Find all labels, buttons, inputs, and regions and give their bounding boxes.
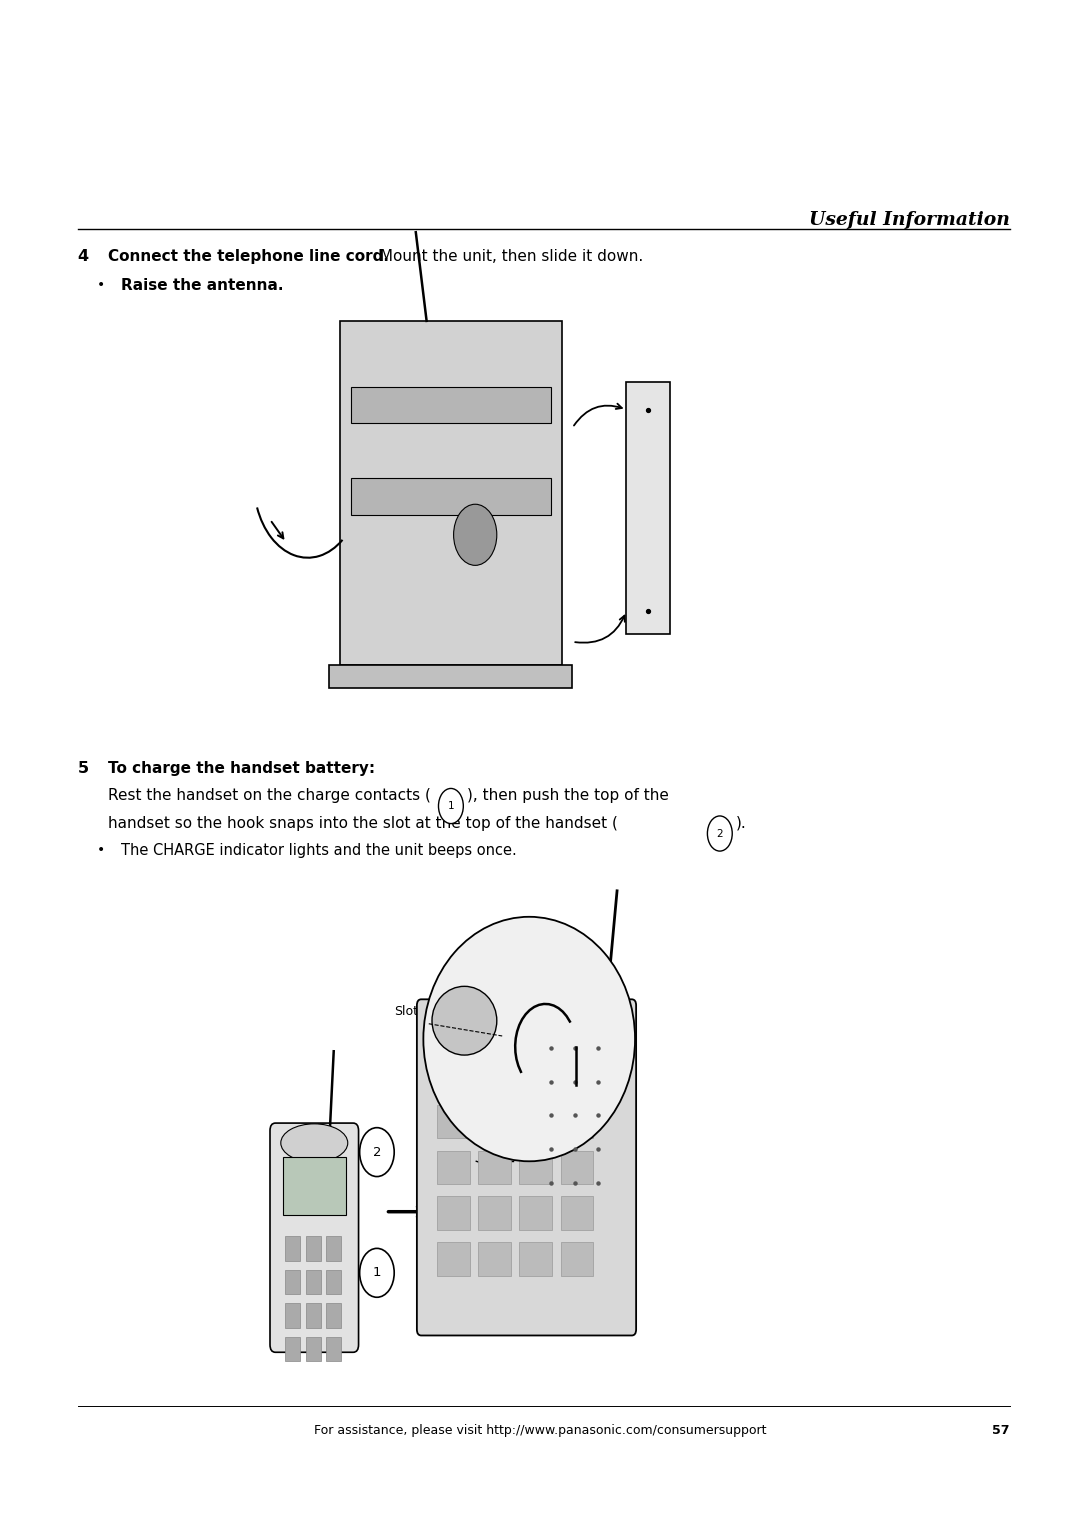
Bar (437, 1151, 470, 1184)
Bar (478, 1105, 511, 1138)
Text: Raise the antenna.: Raise the antenna. (121, 278, 283, 293)
Circle shape (438, 788, 463, 824)
Text: To charge the handset battery:: To charge the handset battery: (108, 761, 375, 776)
Circle shape (360, 1128, 394, 1177)
Bar (351, 387, 551, 423)
Text: The CHARGE indicator lights and the unit beeps once.: The CHARGE indicator lights and the unit… (121, 843, 516, 859)
Circle shape (360, 1248, 394, 1297)
Ellipse shape (432, 987, 497, 1054)
Text: Useful Information: Useful Information (809, 211, 1010, 229)
Ellipse shape (281, 1125, 348, 1161)
Bar (561, 1105, 593, 1138)
Bar (437, 1242, 470, 1276)
Bar (478, 1196, 511, 1230)
Bar (478, 1151, 511, 1184)
Circle shape (707, 816, 732, 851)
Text: ).: ). (737, 816, 746, 831)
Text: Slot: Slot (394, 1005, 418, 1019)
Bar (437, 1196, 470, 1230)
Text: Mount the unit, then slide it down.: Mount the unit, then slide it down. (375, 249, 643, 264)
Bar (285, 1236, 300, 1261)
Bar (306, 1236, 321, 1261)
Text: 2: 2 (716, 828, 724, 839)
Ellipse shape (484, 975, 592, 1088)
Bar (432, 1021, 521, 1070)
Bar (478, 1242, 511, 1276)
FancyBboxPatch shape (270, 1123, 359, 1352)
Bar (283, 1157, 346, 1215)
Text: Rest the handset on the charge contacts (: Rest the handset on the charge contacts … (108, 788, 431, 804)
Bar (519, 1242, 552, 1276)
Bar (306, 1270, 321, 1294)
Bar (437, 1105, 470, 1138)
Bar (561, 1151, 593, 1184)
Bar (561, 1196, 593, 1230)
Text: 5: 5 (78, 761, 89, 776)
Bar (326, 1337, 341, 1361)
Text: 1: 1 (447, 801, 455, 811)
Text: 1: 1 (373, 1267, 381, 1279)
Bar (285, 1303, 300, 1328)
Text: handset so the hook snaps into the slot at the top of the handset (: handset so the hook snaps into the slot … (108, 816, 618, 831)
Bar (326, 1270, 341, 1294)
Bar (285, 1337, 300, 1361)
Text: 4: 4 (78, 249, 89, 264)
Bar (326, 1236, 341, 1261)
Polygon shape (340, 321, 562, 665)
Bar (519, 1196, 552, 1230)
Text: 57: 57 (993, 1424, 1010, 1438)
Text: Connect the telephone line cord.: Connect the telephone line cord. (108, 249, 389, 264)
Bar (561, 1242, 593, 1276)
Bar (519, 1105, 552, 1138)
Ellipse shape (423, 917, 635, 1161)
Text: •: • (97, 278, 106, 292)
Bar (306, 1337, 321, 1361)
Bar (351, 478, 551, 515)
Bar (326, 1303, 341, 1328)
Text: •: • (97, 843, 106, 857)
Bar (519, 1151, 552, 1184)
Polygon shape (329, 665, 572, 688)
FancyBboxPatch shape (417, 999, 636, 1335)
Text: For assistance, please visit http://www.panasonic.com/consumersupport: For assistance, please visit http://www.… (314, 1424, 766, 1438)
Bar (306, 1303, 321, 1328)
Bar (626, 382, 670, 634)
Circle shape (454, 504, 497, 565)
Text: 2: 2 (373, 1146, 381, 1158)
Text: Hook: Hook (559, 955, 592, 969)
Text: ), then push the top of the: ), then push the top of the (468, 788, 669, 804)
Bar (285, 1270, 300, 1294)
